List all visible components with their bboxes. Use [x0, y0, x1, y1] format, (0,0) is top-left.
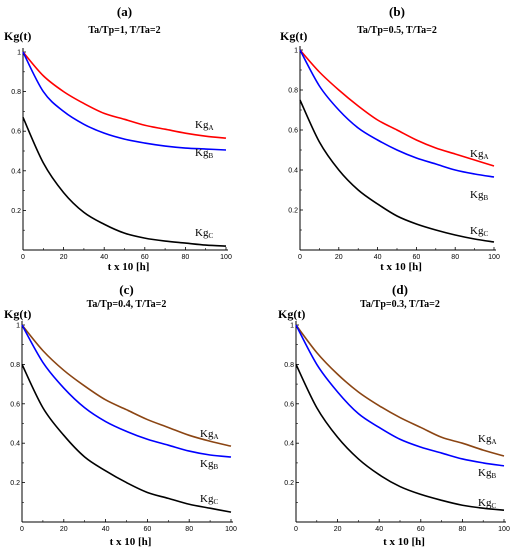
y-tick-label: 0.4	[11, 168, 21, 175]
series-line-kgb	[299, 49, 495, 178]
series-line-kga	[299, 49, 495, 167]
y-tick-label: 0.8	[11, 89, 21, 96]
x-tick-label: 20	[335, 254, 343, 261]
x-tick-label: 40	[100, 254, 108, 261]
y-tick-label: 0.8	[10, 362, 20, 369]
x-tick-label: 0	[20, 526, 24, 533]
x-tick-label: 60	[417, 526, 425, 533]
x-tick-label: 0	[298, 254, 302, 261]
series-line-kgc	[299, 99, 495, 243]
series-label-kgb: KgB	[195, 147, 213, 160]
y-tick-label: 0.6	[288, 128, 298, 135]
x-tick-label: 20	[60, 526, 68, 533]
x-tick-label: 0	[21, 254, 25, 261]
x-tick-label: 100	[225, 526, 237, 533]
x-tick-label: 60	[413, 254, 421, 261]
series-label-kgb: KgB	[470, 189, 488, 202]
y-axis-label: Kg(t)	[4, 307, 31, 321]
series-label-kga: KgA	[478, 433, 497, 446]
series-line-kgb	[295, 324, 505, 467]
x-tick-label: 80	[182, 254, 190, 261]
series-label-kgb: KgB	[478, 467, 496, 480]
y-tick-label: 0.2	[284, 480, 294, 487]
y-tick-label: 0.2	[10, 480, 20, 487]
series-label-kgc: KgC	[470, 225, 488, 238]
x-tick-label: 40	[102, 526, 110, 533]
series-label-kgc: KgC	[195, 227, 213, 240]
chart-panel-a: (a) Ta/Tp=1, T/Ta=2 Kg(t) 0 20 40 60 80 100 0.2 0.…	[4, 4, 232, 273]
panel-label: (c)	[119, 282, 133, 297]
series-line-kga	[22, 51, 227, 139]
x-tick-label: 20	[60, 254, 68, 261]
y-tick-label: 0.4	[10, 441, 20, 448]
x-axis-label: t x 10 [h]	[383, 536, 425, 548]
y-tick-label: 0.4	[288, 168, 298, 175]
y-axis-label: Kg(t)	[4, 29, 31, 43]
x-tick-label: 60	[144, 526, 152, 533]
x-tick-label: 80	[459, 526, 467, 533]
chart-panel-b: (b) Ta/Tp=0.5, T/Ta=2 Kg(t) 0 20 40 60 80 100 0.2…	[280, 4, 500, 273]
series-label-kga: KgA	[195, 119, 214, 132]
panel-label: (b)	[389, 4, 405, 19]
x-axis-label: t x 10 [h]	[108, 261, 150, 273]
x-tick-label: 100	[498, 526, 510, 533]
panel-title: Ta/Tp=1, T/Ta=2	[88, 25, 160, 36]
series-label-kgb: KgB	[200, 458, 218, 471]
y-axis-label: Kg(t)	[280, 29, 307, 43]
series-line-kgc	[22, 117, 227, 247]
y-tick-label: 0.6	[11, 129, 21, 136]
x-tick-label: 100	[220, 254, 232, 261]
panel-title: Ta/Tp=0.5, T/Ta=2	[357, 25, 437, 36]
series-line-kgb	[22, 51, 227, 151]
x-tick-label: 40	[375, 526, 383, 533]
y-tick-label: 0.2	[288, 208, 298, 215]
series-label-kga: KgA	[200, 428, 219, 441]
series-line-kga	[21, 324, 232, 447]
series-label-kga: KgA	[470, 148, 489, 161]
y-tick-label: 0.6	[284, 401, 294, 408]
chart-panel-c: (c) Ta/Tp=0.4, T/Ta=2 Kg(t) 0 20 40 60 80 100 0.2…	[4, 282, 237, 548]
x-tick-label: 40	[374, 254, 382, 261]
y-tick-label: 1	[16, 323, 20, 330]
y-tick-label: 1	[17, 50, 21, 57]
y-tick-label: 0.8	[288, 88, 298, 95]
chart-panel-d: (d) Ta/Tp=0.3, T/Ta=2 Kg(t) 0 20 40 60 80 100 0.2…	[278, 282, 510, 548]
y-tick-label: 0.4	[284, 441, 294, 448]
series-label-kgc: KgC	[478, 497, 496, 510]
panel-title: Ta/Tp=0.3, T/Ta=2	[360, 299, 440, 310]
y-axis-label: Kg(t)	[278, 307, 305, 321]
panel-label: (a)	[117, 4, 132, 19]
x-tick-label: 100	[488, 254, 500, 261]
y-tick-label: 1	[290, 323, 294, 330]
x-tick-label: 80	[185, 526, 193, 533]
panel-title: Ta/Tp=0.4, T/Ta=2	[87, 299, 167, 310]
series-line-kgc	[21, 364, 232, 513]
x-axis-label: t x 10 [h]	[110, 536, 152, 548]
series-line-kga	[295, 324, 505, 457]
panel-label: (d)	[392, 282, 408, 297]
series-line-kgc	[295, 364, 505, 511]
x-tick-label: 20	[334, 526, 342, 533]
x-axis-label: t x 10 [h]	[380, 261, 422, 273]
x-tick-label: 80	[451, 254, 459, 261]
y-tick-label: 1	[294, 48, 298, 55]
y-tick-label: 0.2	[11, 208, 21, 215]
series-line-kgb	[21, 324, 232, 458]
x-tick-label: 0	[294, 526, 298, 533]
series-label-kgc: KgC	[200, 493, 218, 506]
y-tick-label: 0.6	[10, 401, 20, 408]
x-tick-label: 60	[141, 254, 149, 261]
y-tick-label: 0.8	[284, 362, 294, 369]
